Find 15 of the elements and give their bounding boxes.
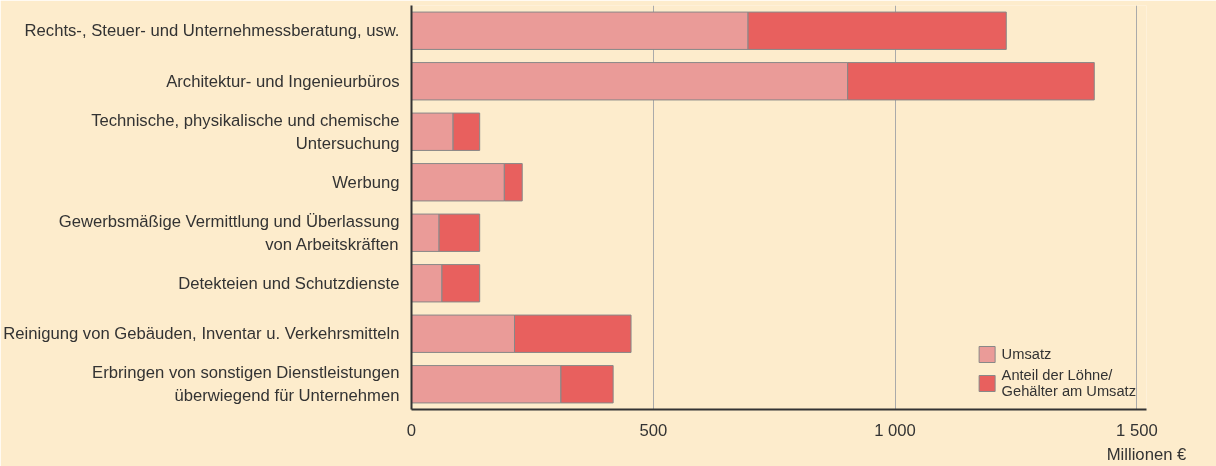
y-tick-label: Rechts-, Steuer- und Unternehmessberatung, usw. — [24, 21, 400, 41]
legend-label: Anteil der Löhne/ Gehälter am Umsatz — [1001, 367, 1136, 399]
y-tick-label: Reinigung von Gebäuden, Inventar u. Verkehrsmitteln — [3, 324, 400, 344]
y-tick-label: Gewerbsmäßige Vermittlung und Überlassung von Arbeitskräften — [58, 211, 400, 254]
x-axis-title: Millionen € — [1106, 444, 1188, 464]
x-tick-label: 500 — [639, 420, 668, 440]
x-tick-label: 1 000 — [874, 420, 916, 440]
y-tick-label: Werbung — [332, 172, 400, 192]
y-tick-label: Erbringen von sonstigen Dienstleistungen überwiegend für Unternehmen — [92, 363, 400, 406]
y-tick-label: Technische, physikalische und chemische Untersuchung — [91, 110, 400, 153]
legend-label: Umsatz — [1001, 346, 1052, 362]
x-tick-label: 0 — [406, 420, 417, 440]
y-tick-label: Detekteien und Schutzdienste — [178, 273, 400, 293]
y-tick-label: Architektur- und Ingenieurbüros — [166, 71, 400, 91]
x-tick-label: 1 500 — [1115, 420, 1158, 440]
